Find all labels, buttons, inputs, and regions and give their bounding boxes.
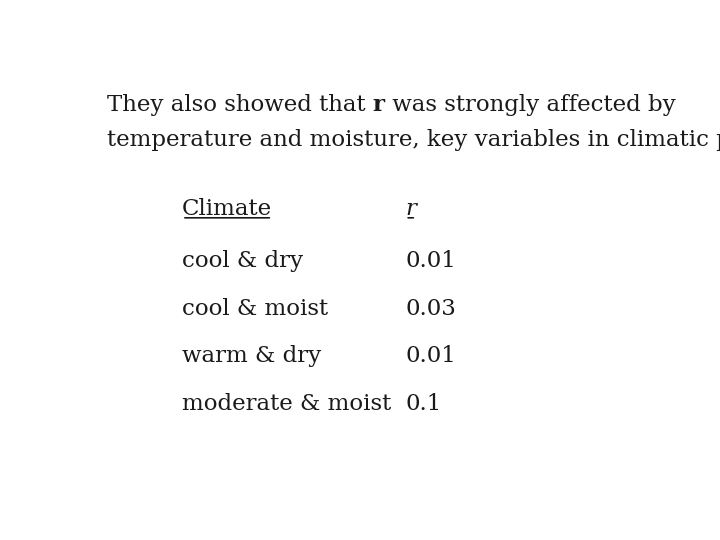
Text: 0.1: 0.1 (405, 393, 441, 415)
Text: cool & dry: cool & dry (182, 250, 303, 272)
Text: cool & moist: cool & moist (182, 298, 328, 320)
Text: Climate: Climate (182, 198, 272, 220)
Text: warm & dry: warm & dry (182, 346, 321, 367)
Text: They also showed that: They also showed that (107, 94, 373, 116)
Text: moderate & moist: moderate & moist (182, 393, 392, 415)
Text: 0.03: 0.03 (405, 298, 456, 320)
Text: r: r (373, 94, 384, 116)
Text: temperature and moisture, key variables in climatic pattern.: temperature and moisture, key variables … (107, 129, 720, 151)
Text: 0.01: 0.01 (405, 250, 456, 272)
Text: 0.01: 0.01 (405, 346, 456, 367)
Text: r: r (405, 198, 416, 220)
Text: was strongly affected by: was strongly affected by (384, 94, 675, 116)
